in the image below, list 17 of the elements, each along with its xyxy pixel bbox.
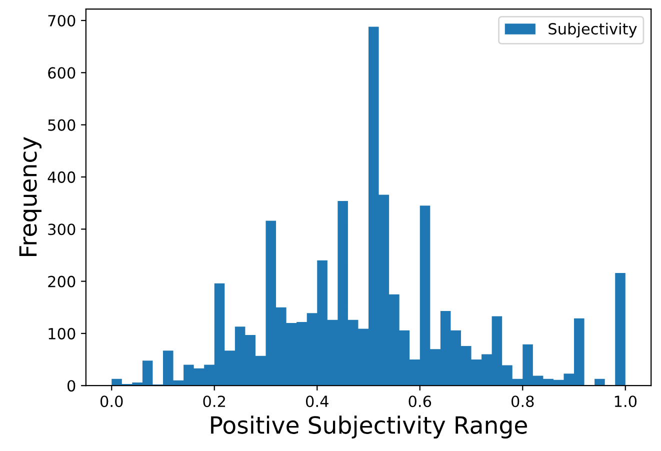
y-tick-label: 500 — [48, 119, 76, 131]
x-tick-label: 0.6 — [408, 396, 432, 408]
x-tick-label: 0.2 — [203, 396, 225, 408]
x-tick-label: 0.0 — [100, 396, 123, 408]
x-axis-title: Positive Subjectivity Range — [211, 416, 527, 439]
y-axis-title: Frequency — [19, 137, 42, 256]
y-tick-label: 100 — [48, 328, 76, 340]
legend-label: Subjectivity — [548, 22, 637, 38]
y-tick-label: 600 — [48, 67, 76, 79]
y-tick-label: 200 — [48, 276, 76, 288]
x-tick-label: 0.8 — [512, 396, 534, 408]
x-tick-label: 0.4 — [306, 396, 328, 408]
y-tick-label: 300 — [48, 224, 76, 236]
x-tick-label: 1.0 — [614, 396, 637, 408]
y-tick-label: 0 — [67, 380, 76, 392]
y-tick-label: 700 — [48, 14, 76, 27]
y-tick-label: 400 — [48, 171, 76, 183]
